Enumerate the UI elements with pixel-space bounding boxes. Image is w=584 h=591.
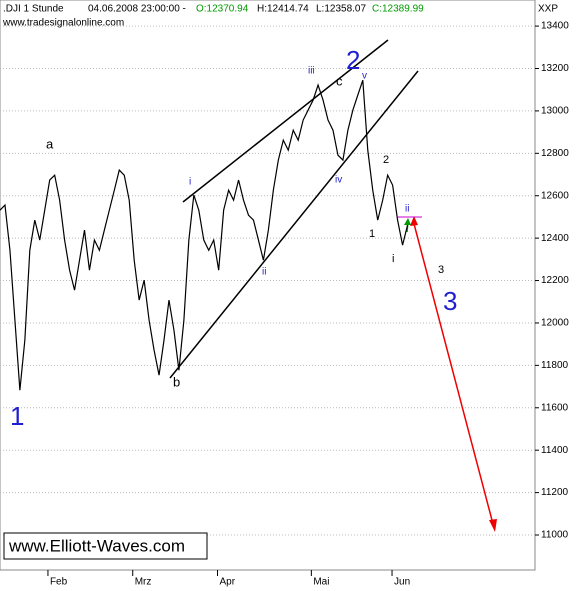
wave-label: 3 (443, 286, 457, 316)
y-tick-label: 13000 (541, 106, 569, 117)
arrow-head (404, 218, 411, 225)
y-tick-label: 11600 (541, 402, 569, 413)
wave-label: c (336, 73, 343, 88)
x-tick-label: Mai (313, 577, 329, 588)
instrument: .DJI 1 Stunde (3, 4, 64, 15)
wave-label: v (362, 71, 367, 82)
axis-label: XXP (538, 4, 558, 15)
y-tick-label: 12600 (541, 190, 569, 201)
arrow-head (489, 519, 497, 532)
price-line (0, 79, 409, 391)
y-tick-label: 12000 (541, 318, 569, 329)
low: L:12358.07 (316, 4, 366, 15)
wave-label: iv (335, 175, 342, 186)
wave-label: b (173, 374, 180, 389)
wave-label: iii (308, 66, 315, 77)
x-tick-label: Apr (220, 577, 236, 588)
y-tick-label: 11400 (541, 445, 569, 456)
wave-label: i (392, 253, 394, 265)
close: C:12389.99 (372, 4, 424, 15)
watermark-box (3, 532, 208, 560)
wave-label: ii (405, 204, 409, 215)
wave-label: a (46, 136, 54, 151)
x-tick-label: Jun (394, 577, 410, 588)
y-tick-label: 11000 (541, 530, 569, 541)
channel-line (169, 70, 419, 379)
y-tick-label: 12200 (541, 275, 569, 286)
projection-arrow (412, 219, 494, 525)
series (0, 79, 409, 391)
y-tick-label: 13400 (541, 21, 569, 32)
wave-label: i (189, 177, 191, 188)
arrow-head (410, 216, 418, 226)
wave-label: 2 (383, 154, 389, 166)
wave-label: 1 (369, 228, 375, 240)
wave-label: 1 (10, 401, 24, 431)
y-tick-label: 11200 (541, 487, 569, 498)
x-tick-label: Mrz (135, 577, 152, 588)
y-tick-label: 13200 (541, 63, 569, 74)
plot-area (0, 0, 536, 571)
watermark: www.Elliott-Waves.com (8, 536, 185, 555)
source: www.tradesignalonline.com (2, 18, 124, 29)
channel-line (182, 39, 389, 203)
wave-label: 3 (438, 264, 444, 276)
x-tick-label: Feb (50, 577, 68, 588)
high: H:12414.74 (257, 4, 309, 15)
wave-label: 2 (346, 45, 360, 75)
timestamp: 04.06.2008 23:00:00 - (88, 4, 186, 15)
y-tick-label: 11800 (541, 360, 569, 371)
y-tick-label: 12400 (541, 233, 569, 244)
y-tick-label: 12800 (541, 148, 569, 159)
open: O:12370.94 (196, 4, 249, 15)
wave-label: ii (262, 267, 266, 278)
